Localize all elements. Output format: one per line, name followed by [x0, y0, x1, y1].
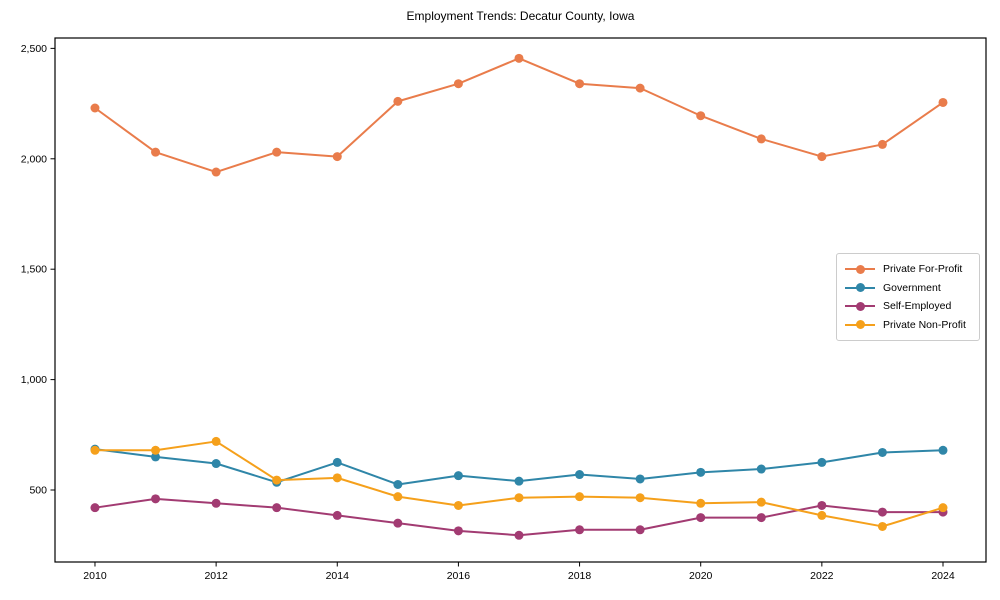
data-point	[332, 510, 342, 520]
y-tick-label: 1,000	[21, 374, 47, 386]
data-point	[514, 53, 524, 63]
data-point	[272, 147, 282, 157]
chart-legend: Private For-Profit Government Self-Employe…	[836, 253, 980, 341]
data-point	[817, 457, 827, 467]
data-point	[575, 492, 585, 502]
data-point	[696, 513, 706, 523]
data-point	[817, 152, 827, 162]
data-point	[756, 134, 766, 144]
data-point	[817, 510, 827, 520]
legend-line-marker-icon	[845, 301, 875, 311]
data-point	[635, 493, 645, 503]
data-point	[90, 503, 100, 513]
data-point	[453, 500, 463, 510]
legend-label: Private For-Profit	[883, 263, 963, 275]
data-point	[272, 503, 282, 513]
data-point	[514, 493, 524, 503]
y-tick-label: 500	[29, 485, 47, 497]
data-point	[332, 152, 342, 162]
data-point	[90, 445, 100, 455]
data-point	[756, 464, 766, 474]
legend-item-private-for-profit: Private For-Profit	[845, 261, 971, 277]
data-point	[393, 96, 403, 106]
legend-dot-icon	[855, 283, 865, 293]
legend-dot-icon	[855, 264, 865, 274]
data-point	[938, 503, 948, 513]
legend-item-government: Government	[845, 280, 971, 296]
data-point	[90, 103, 100, 113]
y-tick-label: 2,500	[21, 43, 47, 55]
data-point	[211, 436, 221, 446]
x-tick-label: 2022	[810, 570, 834, 582]
data-point	[877, 507, 887, 517]
y-tick-label: 1,500	[21, 264, 47, 276]
data-point	[332, 457, 342, 467]
plot-border	[54, 37, 987, 563]
data-point	[514, 476, 524, 486]
x-tick-label: 2024	[931, 570, 955, 582]
data-point	[938, 97, 948, 107]
x-tick-label: 2020	[689, 570, 713, 582]
data-point	[938, 445, 948, 455]
data-point	[393, 518, 403, 528]
data-point	[877, 521, 887, 531]
x-tick-label: 2016	[447, 570, 471, 582]
data-point	[877, 447, 887, 457]
legend-label: Private Non-Profit	[883, 318, 966, 331]
series-line-self-employed	[94, 497, 943, 537]
data-point	[635, 474, 645, 484]
legend-item-self-employed: Self-Employed	[845, 298, 971, 314]
data-point	[696, 111, 706, 121]
data-point	[877, 139, 887, 149]
legend-item-private-non-profit: Private Non-Profit	[845, 317, 971, 333]
legend-dot-icon	[855, 320, 865, 330]
data-point	[151, 445, 161, 455]
data-point	[696, 467, 706, 477]
data-point	[635, 525, 645, 535]
data-point	[151, 452, 161, 462]
legend-line-marker-icon	[845, 283, 875, 293]
legend-line-marker-icon	[845, 320, 875, 330]
legend-label: Government	[883, 281, 941, 294]
data-point	[211, 167, 221, 177]
data-point	[635, 83, 645, 93]
data-point	[453, 471, 463, 481]
data-point	[332, 473, 342, 483]
x-tick-label: 2018	[568, 570, 592, 582]
data-point	[575, 470, 585, 480]
y-tick-label: 2,000	[21, 153, 47, 165]
data-point	[272, 475, 282, 485]
x-tick-label: 2010	[83, 570, 107, 582]
data-point	[756, 497, 766, 507]
data-point	[696, 498, 706, 508]
data-point	[151, 147, 161, 157]
x-tick-label: 2012	[204, 570, 228, 582]
legend-line-marker-icon	[845, 264, 875, 274]
data-point	[514, 530, 524, 540]
data-point	[817, 500, 827, 510]
data-point	[453, 526, 463, 536]
data-point	[151, 494, 161, 504]
data-point	[575, 79, 585, 89]
data-point	[393, 479, 403, 489]
data-point	[393, 492, 403, 502]
data-point	[211, 498, 221, 508]
data-point	[756, 513, 766, 523]
series-line-private-for-profit	[94, 57, 944, 174]
legend-label: Self-Employed	[883, 300, 952, 313]
data-point	[575, 525, 585, 535]
data-point	[211, 459, 221, 469]
chart-title: Employment Trends: Decatur County, Iowa	[406, 9, 635, 23]
x-tick-label: 2014	[326, 570, 350, 582]
data-point	[453, 79, 463, 89]
legend-dot-icon	[855, 301, 865, 311]
